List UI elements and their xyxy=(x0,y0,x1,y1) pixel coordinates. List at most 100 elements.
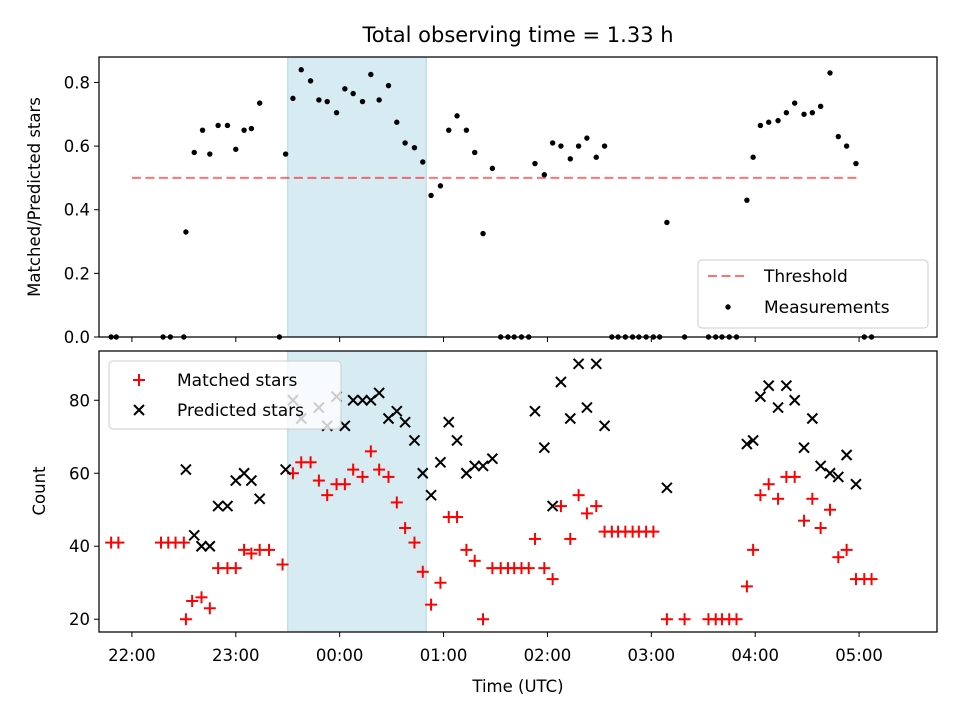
y-tick-label: 80 xyxy=(69,391,90,410)
measurement-point xyxy=(290,95,296,102)
measurement-point xyxy=(750,154,756,160)
x-tick-label: 04:00 xyxy=(731,646,779,665)
matched-point xyxy=(203,602,216,615)
matched-point xyxy=(390,496,403,509)
matched-point xyxy=(590,500,603,513)
legend-measurements-swatch xyxy=(725,304,731,310)
measurement-point xyxy=(446,127,452,133)
predicted-point xyxy=(356,394,369,406)
top-legend: Threshold Measurements xyxy=(697,259,929,329)
y-tick-label: 0.6 xyxy=(64,137,90,156)
matched-point xyxy=(823,503,836,516)
predicted-point xyxy=(798,442,810,454)
predicted-point xyxy=(221,500,234,512)
measurement-point xyxy=(791,100,798,106)
measurement-point xyxy=(191,149,197,156)
y-tick-label: 40 xyxy=(69,537,90,556)
x-tick-label: 05:00 xyxy=(835,646,883,665)
matched-point xyxy=(347,463,360,476)
measurement-point xyxy=(541,172,548,178)
measurement-point xyxy=(368,71,374,78)
matched-point xyxy=(580,507,593,520)
measurement-point xyxy=(207,151,213,157)
matched-point xyxy=(747,543,760,556)
predicted-point xyxy=(564,412,576,425)
matched-point xyxy=(522,562,535,575)
predicted-point xyxy=(598,420,611,432)
measurement-point xyxy=(827,70,833,76)
measurement-point xyxy=(532,160,538,167)
matched-point xyxy=(865,573,878,586)
measurement-point xyxy=(601,143,608,149)
predicted-point xyxy=(824,467,836,479)
predicted-point xyxy=(754,390,767,403)
measurement-point xyxy=(342,86,348,92)
matched-point xyxy=(762,478,775,491)
measurement-point xyxy=(454,113,460,119)
matched-point xyxy=(179,613,192,626)
predicted-point xyxy=(772,401,784,414)
matched-point xyxy=(245,547,258,560)
matched-point xyxy=(276,558,289,571)
measurement-point xyxy=(385,82,392,89)
predicted-point xyxy=(339,420,351,432)
predicted-point xyxy=(279,463,292,476)
chart-title: Total observing time = 1.33 h xyxy=(361,23,673,47)
panel-count: 20 40 60 80 22:00 23:00 00:00 01:00 02:00 03:00 0… xyxy=(30,350,938,696)
matched-point xyxy=(434,576,447,589)
matched-point xyxy=(788,470,801,483)
predicted-point xyxy=(538,442,551,454)
matched-point xyxy=(364,445,377,458)
measurement-point xyxy=(324,98,330,105)
matched-point xyxy=(399,521,412,534)
measurement-point xyxy=(359,98,366,105)
matched-point xyxy=(373,463,386,476)
measurement-point xyxy=(233,146,239,152)
predicted-point xyxy=(581,401,593,414)
x-tick-label: 01:00 xyxy=(420,646,468,665)
predicted-point xyxy=(434,456,447,469)
matched-point xyxy=(798,514,811,527)
predicted-point xyxy=(253,493,266,505)
predicted-point xyxy=(425,489,437,501)
measurement-point xyxy=(394,119,400,125)
matched-point xyxy=(425,598,438,611)
measurement-point xyxy=(428,192,434,199)
x-tick-label: 22:00 xyxy=(108,646,156,665)
measurement-point xyxy=(843,143,850,149)
measurement-point xyxy=(199,127,206,133)
matched-point xyxy=(177,536,190,549)
measurement-point xyxy=(333,109,340,116)
predicted-point xyxy=(529,405,541,417)
measurement-point xyxy=(316,97,322,103)
matched-point xyxy=(312,474,325,487)
predicted-point xyxy=(840,449,853,461)
measurement-point xyxy=(256,100,263,106)
predicted-point xyxy=(572,358,585,370)
predicted-point xyxy=(195,540,208,552)
measurement-point xyxy=(549,140,556,146)
matched-point xyxy=(538,562,551,575)
predicted-point xyxy=(180,463,192,476)
predicted-point xyxy=(204,540,216,552)
measurement-point xyxy=(307,78,314,84)
predicted-point xyxy=(373,387,385,399)
measurement-point xyxy=(215,122,221,129)
matched-point xyxy=(546,573,559,586)
matched-point xyxy=(678,613,691,626)
matched-point xyxy=(754,489,767,502)
predicted-point xyxy=(212,500,224,512)
predicted-point xyxy=(741,438,753,450)
predicted-point xyxy=(661,482,673,494)
predicted-point xyxy=(788,394,801,406)
x-axis-label: Time (UTC) xyxy=(471,677,563,696)
matched-point xyxy=(814,521,827,534)
measurement-point xyxy=(437,183,444,189)
measurement-point xyxy=(766,119,772,125)
observing-window-top xyxy=(287,56,427,338)
matched-point xyxy=(740,580,753,593)
x-tick-label: 23:00 xyxy=(212,646,260,665)
matched-point xyxy=(408,536,421,549)
matched-point xyxy=(186,594,199,607)
